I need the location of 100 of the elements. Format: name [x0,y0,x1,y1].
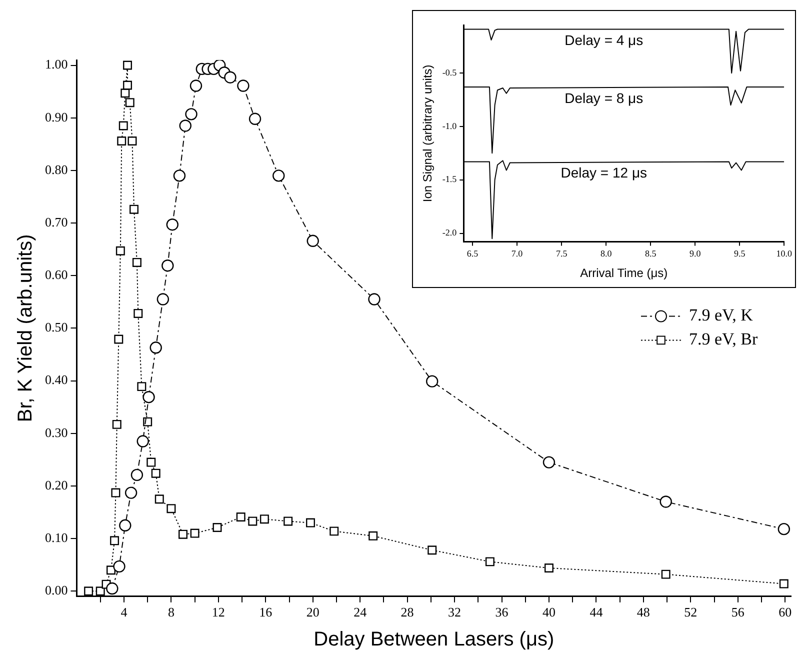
x-tick-label: 8.0 [600,248,612,259]
point [178,530,188,539]
x-tick-label: 10.0 [776,248,792,259]
point [96,586,105,596]
point [368,293,380,306]
x-tick-label: 8 [168,604,174,620]
legend-label: 7.9 eV, K [689,306,754,325]
point [779,579,788,588]
y-tick-label: 0.80 [45,162,68,177]
point [368,531,378,540]
y-tick-label: 0.30 [45,424,68,440]
point [224,71,236,84]
x-tick-label: 8.5 [644,248,657,259]
point [306,518,315,528]
point [123,60,132,70]
point [137,382,146,392]
y-tick-label: -0.5 [442,67,458,78]
point [124,486,138,499]
x-tick-label: 52 [684,604,698,620]
point [84,586,94,596]
y-tick-label: 0.50 [45,320,68,335]
y-axis-title: Ion Signal (arbitrary units) [420,64,435,202]
x-tick-label: 7.0 [511,248,524,259]
point [212,523,222,532]
point [111,488,120,498]
x-tick-label: 44 [590,604,604,620]
x-tick-label: 9.5 [734,248,746,259]
point [143,417,152,426]
y-tick-label: -1.5 [442,174,458,184]
point [166,504,176,514]
point [130,204,138,214]
point [542,456,556,468]
point [190,528,200,538]
point [166,218,178,231]
point [236,512,246,522]
x-tick-label: 56 [731,604,745,620]
x-tick-label: 9.0 [689,248,702,259]
point [485,557,494,566]
point [130,468,144,482]
y-axis-title: Br, K Yield (arb.units) [14,234,37,422]
point [132,258,142,267]
series-label: Delay = 8 μs [564,90,644,106]
point [156,293,170,306]
x-tick-label: 36 [495,604,509,620]
point [248,516,258,526]
point [426,375,438,388]
point [146,458,156,467]
point [117,136,126,146]
y-tick-label: 0.40 [45,372,68,388]
point [248,112,262,125]
point [173,170,186,182]
y-tick-label: 0.60 [45,267,68,282]
point [110,536,120,546]
x-tick-label: 32 [448,604,462,620]
x-tick-label: 12 [212,604,225,620]
point [154,494,164,504]
point [330,526,339,536]
x-tick-label: 60 [778,604,792,620]
point [123,80,132,90]
y-tick-label: 0.20 [45,477,68,492]
point [114,334,124,344]
point [118,121,128,130]
point [272,170,285,182]
point [179,120,192,132]
point [134,308,143,318]
point [136,435,149,448]
x-tick-label: 28 [400,604,414,620]
x-tick-label: 48 [636,604,650,620]
point [306,234,319,248]
series-label: Delay = 4 μs [564,32,644,48]
point [125,98,134,108]
point [113,560,126,573]
point [142,390,155,404]
point [116,246,125,256]
point [119,519,132,532]
point [150,342,162,354]
point [106,582,118,595]
x-tick-label: 4 [120,604,128,620]
y-tick-label: -2.0 [442,228,458,238]
point [661,570,670,579]
point [544,564,554,572]
y-tick-label: -1.0 [442,120,458,131]
x-tick-label: 7.5 [556,248,568,259]
y-tick-label: 0.70 [45,214,68,230]
y-tick-label: 1.00 [45,56,68,72]
point [151,468,160,478]
point [128,136,137,146]
x-axis-title: Delay Between Lasers (μs) [314,628,554,651]
point [190,80,202,92]
x-tick-label: 20 [306,604,320,620]
x-tick-label: 6.5 [466,248,479,259]
x-tick-label: 40 [542,604,556,620]
point [428,546,437,555]
point [260,514,269,524]
point [112,420,122,429]
y-tick-label: 0.90 [45,109,68,124]
x-axis-title: Arrival Time (μs) [580,266,668,280]
x-tick-label: 24 [354,604,368,620]
point [162,260,174,272]
point [185,108,198,120]
